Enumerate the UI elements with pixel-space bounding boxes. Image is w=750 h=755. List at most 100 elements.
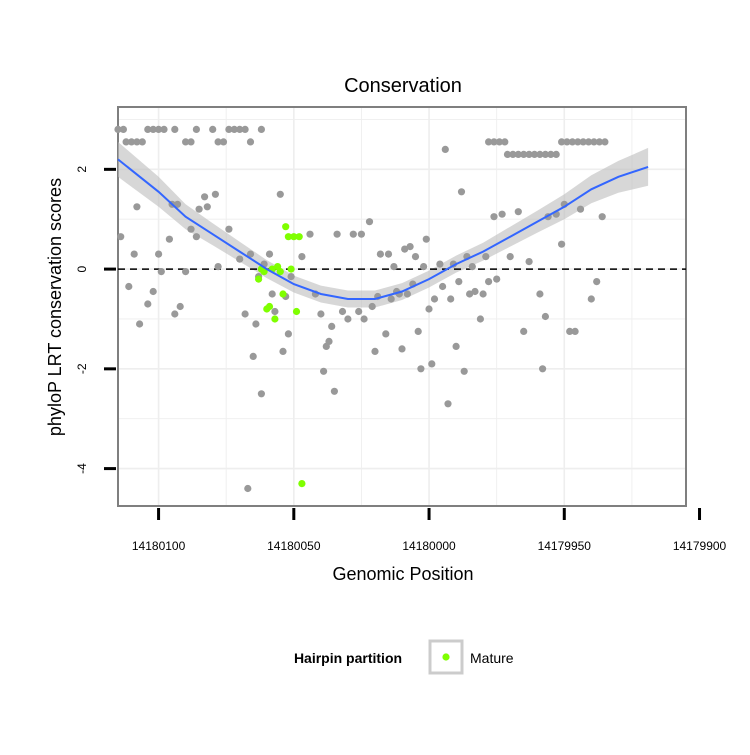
point-other xyxy=(333,230,341,238)
point-mature xyxy=(292,307,301,316)
point-other xyxy=(298,253,306,261)
point-other xyxy=(503,150,512,158)
point-other xyxy=(246,250,255,258)
point-other xyxy=(203,203,211,211)
point-other xyxy=(468,263,476,271)
point-other xyxy=(328,322,336,330)
point-other xyxy=(471,287,479,296)
point-mature xyxy=(255,275,263,283)
point-other xyxy=(325,337,333,345)
point-other xyxy=(371,347,379,355)
point-other xyxy=(390,263,398,271)
point-other xyxy=(574,138,582,146)
point-other xyxy=(514,150,522,158)
x-tick-label: 14180100 xyxy=(132,539,186,553)
legend-title: Hairpin partition xyxy=(294,650,402,666)
point-other xyxy=(344,315,352,323)
point-other xyxy=(244,484,252,493)
x-axis-label: Genomic Position xyxy=(332,564,473,584)
panel-border xyxy=(117,106,687,507)
point-other xyxy=(539,365,547,373)
point-other xyxy=(598,213,606,221)
point-other xyxy=(284,330,292,338)
point-other xyxy=(541,150,550,158)
point-mature xyxy=(287,265,295,273)
point-other xyxy=(444,400,452,408)
legend-entry-label: Mature xyxy=(470,650,514,666)
point-other xyxy=(552,150,560,158)
point-other xyxy=(479,290,487,298)
point-other xyxy=(201,193,209,201)
point-other xyxy=(257,125,265,133)
point-other xyxy=(182,138,190,146)
point-other xyxy=(455,278,463,286)
point-mature xyxy=(298,480,306,488)
point-other xyxy=(133,203,141,211)
point-other xyxy=(439,282,447,291)
point-other xyxy=(119,125,127,133)
y-axis-label: phyloP LRT conservation scores xyxy=(45,178,65,436)
point-other xyxy=(452,342,460,350)
point-other xyxy=(125,282,133,291)
point-other xyxy=(520,327,528,335)
point-other xyxy=(127,138,136,146)
point-other xyxy=(485,278,493,286)
point-other xyxy=(536,150,544,158)
point-other xyxy=(403,290,411,298)
point-other xyxy=(422,235,430,243)
point-other xyxy=(360,315,368,323)
point-other xyxy=(122,138,130,146)
point-mature xyxy=(295,233,303,241)
point-other xyxy=(547,150,555,158)
point-other xyxy=(349,230,357,238)
point-other xyxy=(144,300,152,308)
point-other xyxy=(368,302,376,311)
point-other xyxy=(441,145,449,153)
point-other xyxy=(144,125,152,133)
point-other xyxy=(246,138,255,146)
point-other xyxy=(563,138,571,146)
point-other xyxy=(485,138,493,146)
point-mature xyxy=(271,315,279,323)
point-other xyxy=(252,320,260,328)
point-other xyxy=(490,213,498,221)
point-other xyxy=(571,327,579,335)
point-other xyxy=(536,290,544,298)
point-other xyxy=(355,307,363,316)
point-other xyxy=(149,287,157,296)
point-other xyxy=(520,150,528,158)
point-other xyxy=(384,250,393,258)
point-other xyxy=(287,273,295,281)
point-other xyxy=(490,138,498,146)
point-other xyxy=(495,138,503,146)
point-other xyxy=(165,235,173,243)
point-other xyxy=(138,138,146,146)
point-other xyxy=(279,347,287,355)
point-other xyxy=(558,138,566,146)
point-other xyxy=(436,260,444,268)
point-other xyxy=(558,240,566,248)
y-tick-label: -4 xyxy=(75,463,89,474)
point-other xyxy=(271,307,279,316)
point-other xyxy=(192,125,200,133)
point-other xyxy=(401,245,409,253)
point-mature xyxy=(279,290,287,298)
point-other xyxy=(130,250,138,258)
confidence-band xyxy=(118,141,649,308)
point-other xyxy=(501,138,509,146)
point-other xyxy=(382,330,390,338)
point-other xyxy=(457,188,466,196)
point-other xyxy=(525,258,533,266)
point-other xyxy=(241,125,249,133)
point-other xyxy=(214,263,222,271)
point-other xyxy=(579,138,587,146)
point-other xyxy=(117,233,125,241)
point-other xyxy=(320,367,328,375)
point-other xyxy=(195,205,203,213)
point-other xyxy=(420,263,428,271)
point-other xyxy=(136,320,144,328)
point-other xyxy=(330,387,338,395)
